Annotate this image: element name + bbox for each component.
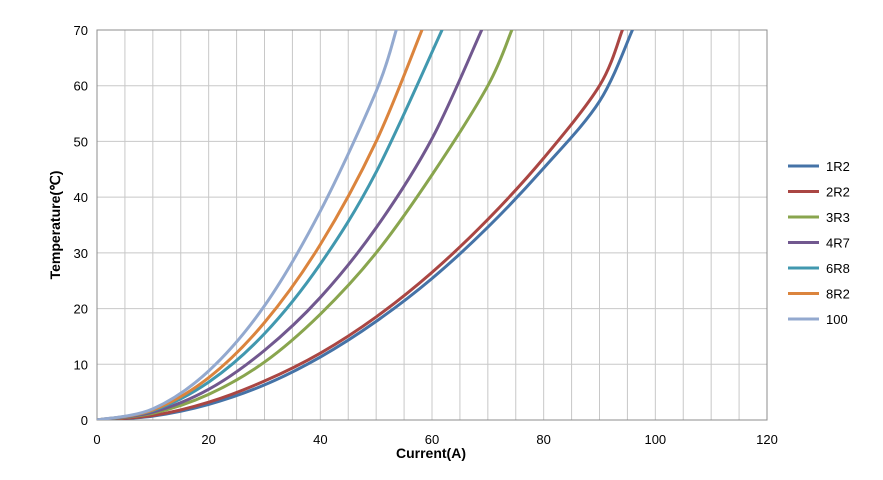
grid: [96, 29, 768, 421]
series-line-4R7: [97, 30, 484, 420]
series-line-3R3: [97, 30, 514, 420]
y-tick-label: 70: [74, 23, 88, 38]
legend-label: 1R2: [826, 159, 850, 174]
series-lines: [97, 30, 634, 420]
y-tick-label: 20: [74, 302, 88, 317]
x-tick-label: 120: [756, 432, 778, 447]
y-tick-label: 50: [74, 134, 88, 149]
x-tick-label: 20: [201, 432, 215, 447]
x-tick-label: 80: [536, 432, 550, 447]
y-tick-label: 10: [74, 357, 88, 372]
y-axis-title: Temperature(℃): [47, 171, 63, 280]
y-tick-label: 60: [74, 79, 88, 94]
legend-label: 2R2: [826, 185, 850, 200]
y-tick-label: 0: [81, 413, 88, 428]
x-tick-label: 40: [313, 432, 327, 447]
legend-label: 3R3: [826, 210, 850, 225]
y-tick-label: 40: [74, 190, 88, 205]
x-tick-label: 60: [425, 432, 439, 447]
tick-labels: 0 20 40 60 80 100 120 0 10 20 30 40 50 60 70: [74, 23, 778, 447]
series-line-100: [97, 30, 398, 420]
legend-label: 100: [826, 312, 848, 327]
series-line-8R2: [97, 30, 424, 420]
plot-area-border: [96, 29, 768, 421]
series-line-2R2: [97, 30, 624, 420]
legend-label: 4R7: [826, 236, 850, 251]
y-tick-label: 30: [74, 246, 88, 261]
x-axis-title: Current(A): [396, 445, 466, 461]
legend: 1R2 2R2 3R3 4R7 6R8 8R2 100: [788, 159, 850, 327]
series-line-6R8: [97, 30, 444, 420]
legend-label: 6R8: [826, 261, 850, 276]
legend-label: 8R2: [826, 287, 850, 302]
series-line-1R2: [97, 30, 634, 420]
x-tick-label: 100: [644, 432, 666, 447]
x-tick-label: 0: [93, 432, 100, 447]
